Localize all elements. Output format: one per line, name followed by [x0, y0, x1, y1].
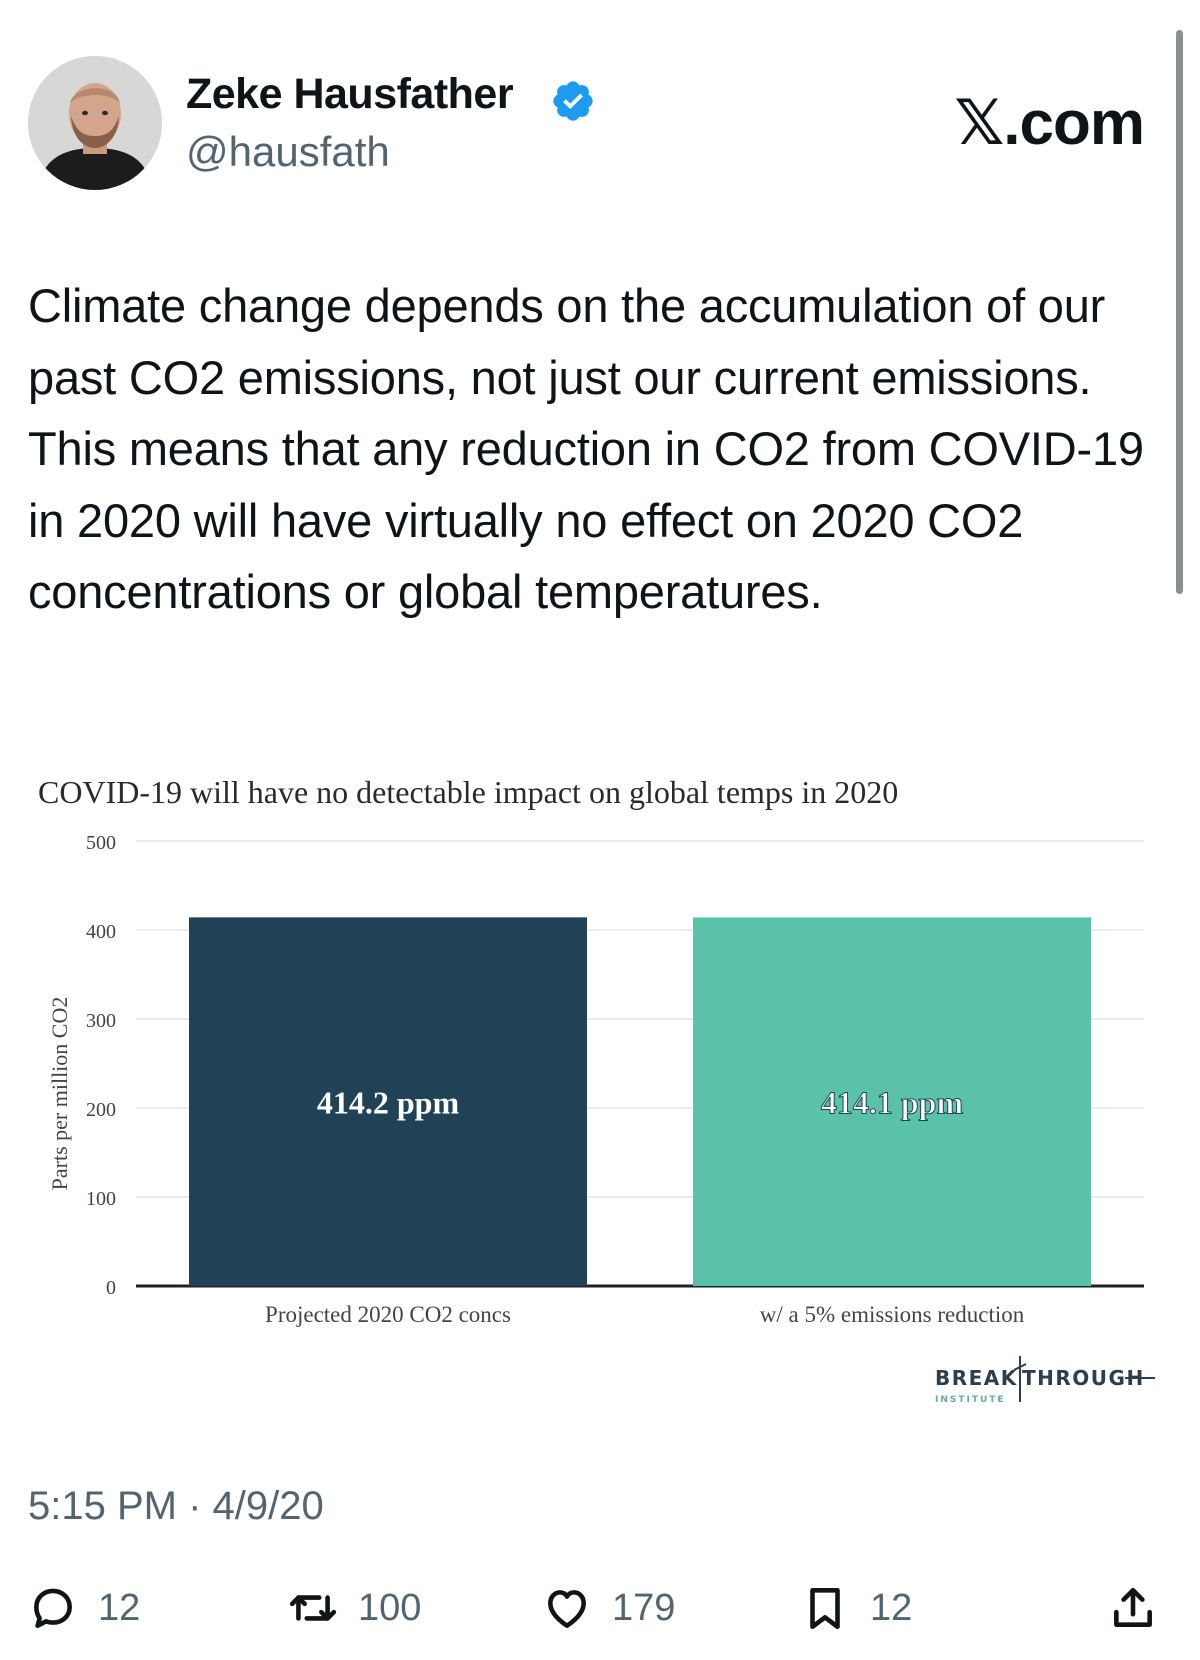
bar-value-label: 414.1 ppm	[821, 1085, 964, 1121]
bookmark-button[interactable]: 12	[800, 1568, 912, 1648]
avatar[interactable]	[28, 56, 162, 190]
y-axis-label: Parts per million CO2	[47, 997, 72, 1191]
like-icon	[548, 1590, 586, 1628]
repost-button[interactable]: 100	[288, 1568, 421, 1648]
reply-icon	[34, 1588, 72, 1628]
x-tick-label: w/ a 5% emissions reduction	[760, 1302, 1025, 1327]
author-handle[interactable]: @hausfath	[186, 128, 390, 175]
author-name[interactable]: Zeke Hausfather	[186, 70, 514, 118]
y-tick-label: 200	[86, 1099, 116, 1121]
action-bar: 12 100 179 12	[0, 1568, 1200, 1648]
brand-watermark: 𝕏.com	[954, 89, 1145, 158]
bar	[693, 917, 1091, 1286]
y-tick-label: 0	[106, 1277, 116, 1299]
svg-text:BREAK: BREAK	[935, 1366, 1018, 1390]
y-tick-label: 400	[86, 921, 116, 943]
like-count: 179	[612, 1586, 676, 1629]
tweet-timestamp[interactable]: 5:15 PM · 4/9/20	[28, 1484, 324, 1528]
reply-button[interactable]: 12	[28, 1568, 140, 1648]
scrollbar[interactable]	[1176, 30, 1183, 594]
y-tick-label: 300	[86, 1010, 116, 1032]
bar	[189, 917, 587, 1286]
svg-text:INSTITUTE: INSTITUTE	[935, 1395, 1006, 1405]
tweet-text: Climate change depends on the accumulati…	[28, 279, 1144, 618]
svg-text:THROUGH: THROUGH	[1022, 1366, 1145, 1390]
breakthrough-logo: BREAK THROUGH INSTITUTE	[935, 1356, 1155, 1405]
share-button[interactable]	[1108, 1568, 1158, 1648]
bookmark-icon	[810, 1588, 840, 1630]
chart: 0 100 200 300 400 500 Parts per million CO2 414…	[47, 832, 1144, 1327]
reply-count: 12	[98, 1586, 141, 1629]
bar-value-label: 414.2 ppm	[317, 1085, 460, 1121]
repost-count: 100	[358, 1586, 422, 1629]
verified-badge-icon	[553, 81, 593, 121]
share-icon	[1114, 1588, 1152, 1627]
y-tick-label: 500	[86, 832, 116, 854]
repost-icon	[289, 1595, 337, 1621]
like-button[interactable]: 179	[542, 1568, 675, 1648]
bookmark-count: 12	[870, 1586, 913, 1629]
y-tick-label: 100	[86, 1188, 116, 1210]
chart-title: COVID-19 will have no detectable impact …	[38, 774, 899, 810]
x-tick-label: Projected 2020 CO2 concs	[265, 1302, 511, 1327]
